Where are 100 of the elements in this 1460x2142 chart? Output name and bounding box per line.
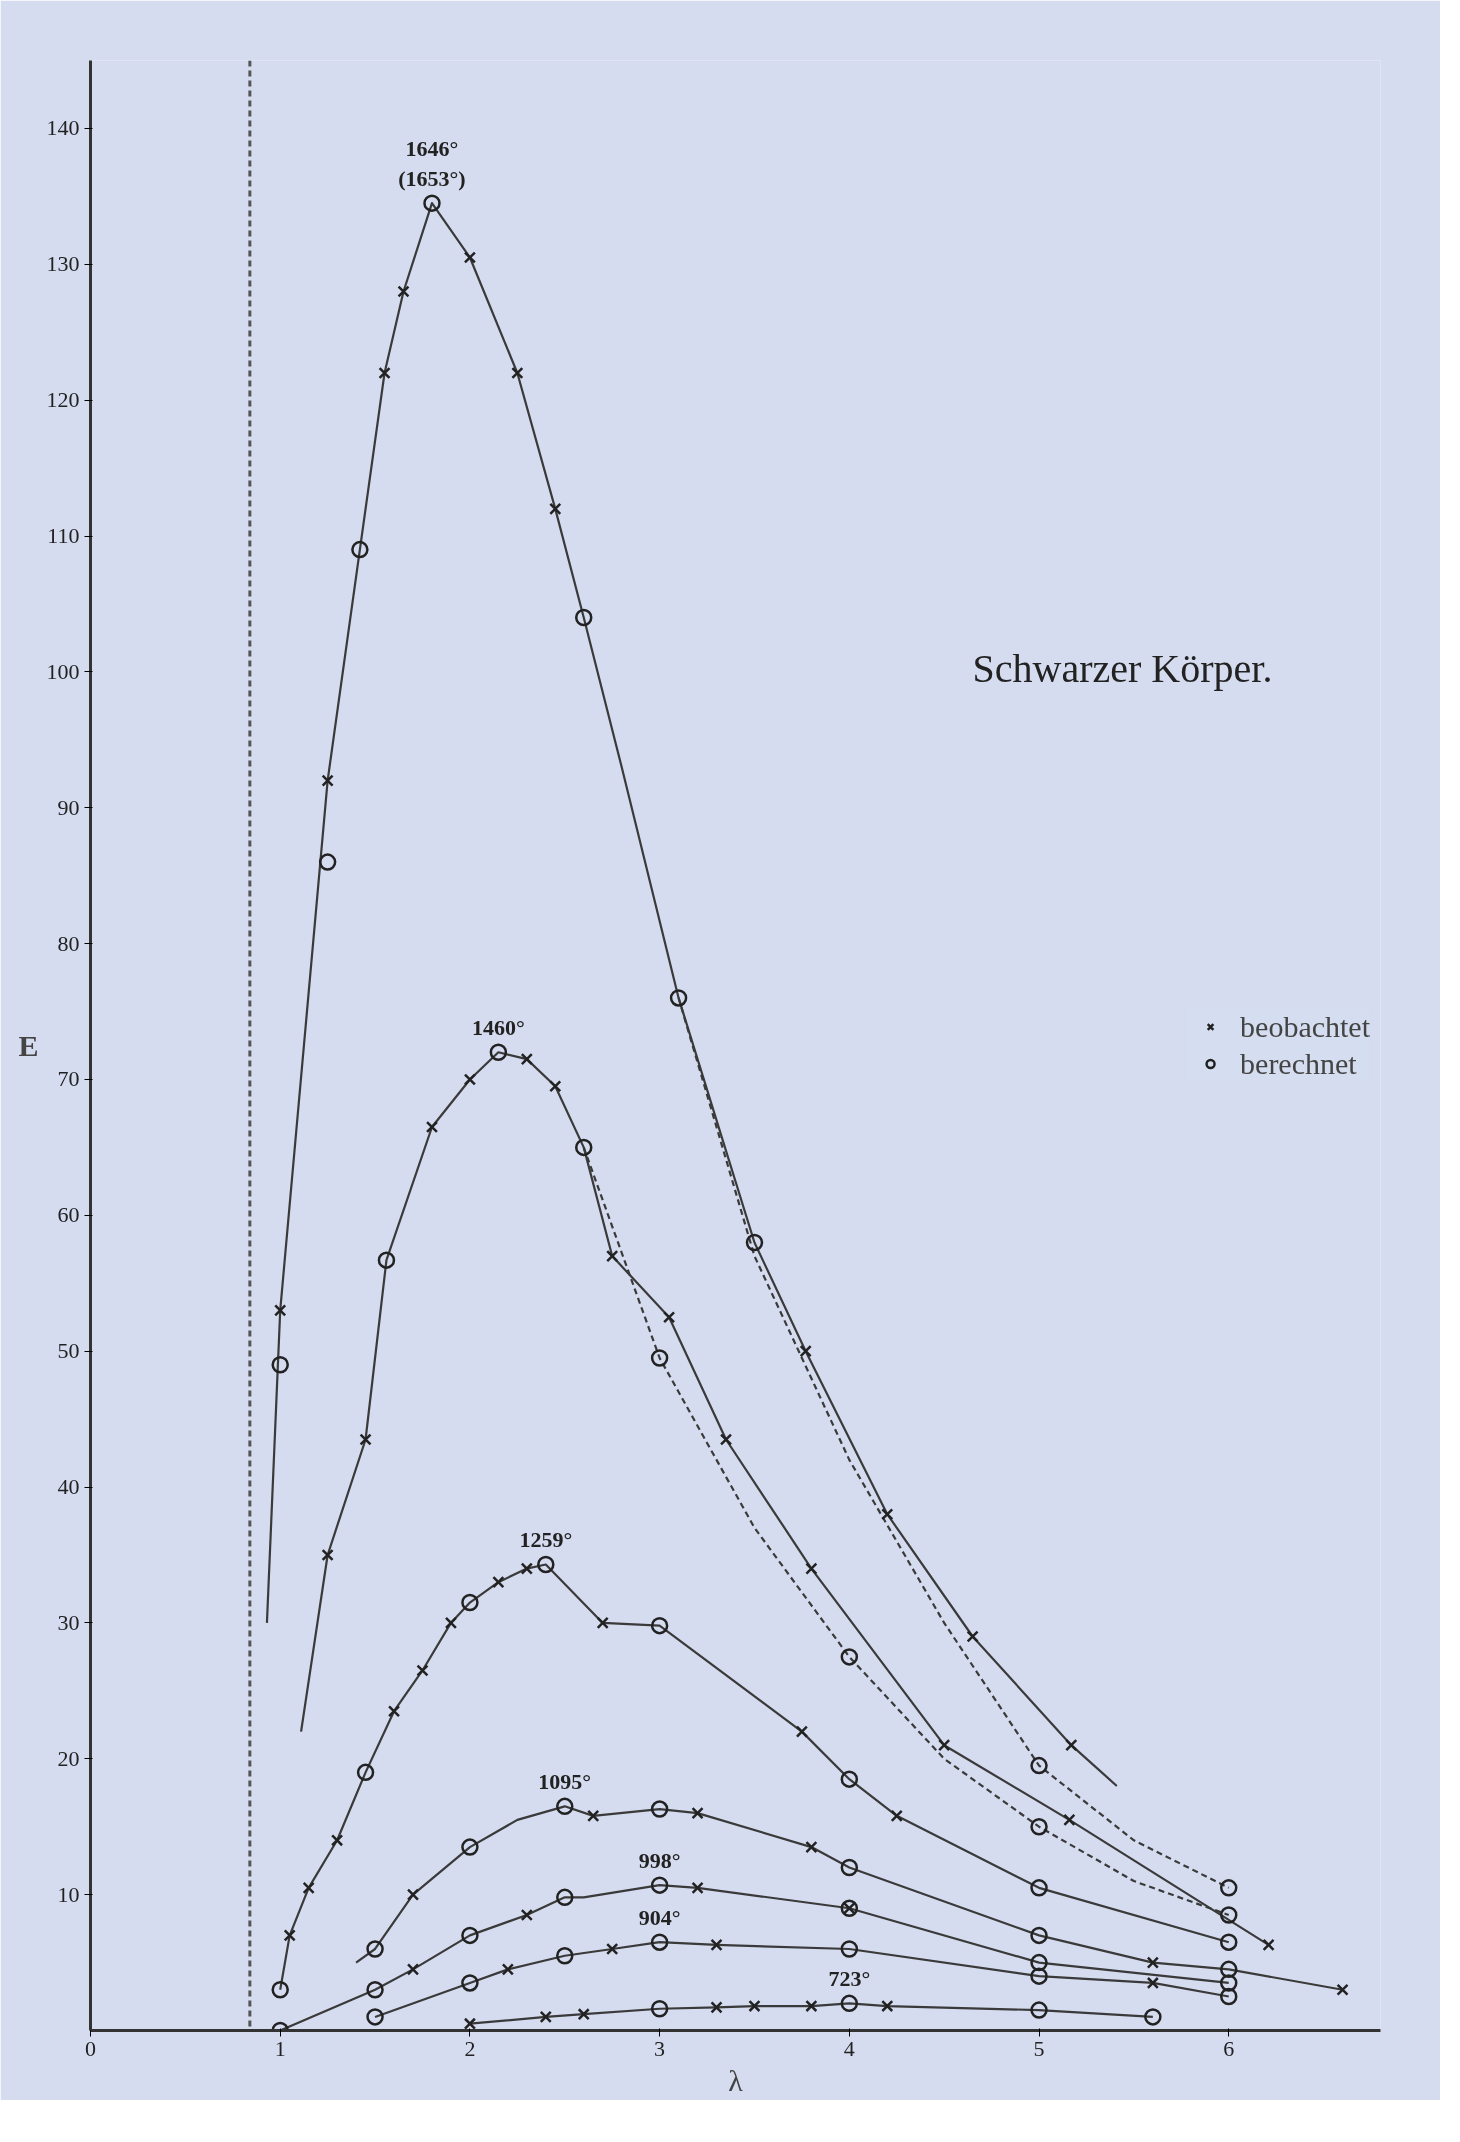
line-series [354, 1805, 1344, 1991]
point [463, 1073, 477, 1086]
point [840, 1770, 859, 1788]
point [463, 2017, 477, 2030]
point [1030, 1926, 1048, 1945]
point [840, 1994, 859, 2013]
point [406, 1963, 420, 1976]
point [461, 1974, 479, 1992]
point [1219, 1933, 1238, 1951]
point [461, 1593, 479, 1612]
point [397, 285, 410, 298]
point [966, 1630, 979, 1643]
point [463, 251, 477, 264]
legend-label: berechnet [1240, 1046, 1357, 1081]
point [937, 1738, 951, 1752]
point [416, 1664, 429, 1677]
point [890, 1809, 903, 1823]
point [574, 1138, 593, 1157]
point [805, 1840, 818, 1854]
point [691, 1806, 704, 1820]
point [549, 502, 562, 516]
y-tick-label: 20 [57, 1745, 80, 1771]
point [596, 1616, 609, 1630]
point [501, 1963, 515, 1976]
series-label: 1259° [519, 1527, 573, 1553]
point [366, 1940, 384, 1958]
point [351, 540, 369, 559]
point [377, 1251, 396, 1269]
point [1030, 1953, 1048, 1972]
y-tick-label: 80 [57, 930, 80, 956]
point [1144, 2008, 1162, 2026]
point [840, 1858, 859, 1877]
point [799, 1344, 812, 1358]
point [881, 1999, 894, 2013]
y-tick-label: 130 [46, 251, 80, 277]
point [795, 1725, 809, 1738]
point [330, 1834, 344, 1847]
series-label: 1095° [538, 1769, 592, 1795]
y-tick-label: 70 [57, 1066, 80, 1092]
point [425, 1120, 439, 1134]
point [283, 1929, 296, 1942]
x-tick-label: 5 [1033, 2035, 1045, 2061]
y-tick-label: 100 [46, 658, 80, 684]
series-label: 1460° [471, 1015, 525, 1041]
x-tick-label: 1 [274, 2035, 286, 2061]
point [1219, 1987, 1238, 2006]
point [520, 1908, 534, 1922]
legend-label: beobachtet [1240, 1009, 1370, 1044]
point [710, 2001, 723, 2014]
series-label: 904° [638, 1905, 681, 1931]
line-series [373, 1941, 1230, 2019]
point [461, 1838, 479, 1856]
series-label: 723° [828, 1966, 871, 1992]
x-axis-title: λ [728, 2063, 744, 2097]
point [577, 2008, 590, 2021]
point [549, 1080, 562, 1093]
point [423, 194, 441, 212]
point [1336, 1983, 1349, 1996]
point [587, 1809, 600, 1823]
y-tick-label: 10 [57, 1881, 80, 1907]
point [1146, 1956, 1160, 1969]
x-tick-label: 3 [654, 2035, 666, 2061]
point [274, 1304, 287, 1317]
point [537, 1555, 555, 1574]
point [366, 1981, 384, 1999]
point [805, 1999, 818, 2013]
point [1219, 1906, 1238, 1924]
point [302, 1881, 315, 1895]
point [1030, 2001, 1048, 2019]
point [318, 853, 337, 871]
point [662, 1311, 676, 1324]
point [356, 1763, 375, 1782]
y-tick-label: 110 [47, 523, 80, 549]
point [745, 1233, 764, 1252]
y-axis-title: E [18, 1029, 39, 1062]
point [366, 2008, 384, 2026]
point [650, 1876, 669, 1894]
point [881, 1508, 894, 1521]
point [387, 1705, 401, 1718]
point [650, 1616, 669, 1635]
point [444, 1616, 458, 1630]
point [359, 1433, 372, 1446]
point [605, 1942, 619, 1956]
point [321, 1548, 334, 1562]
point [650, 1800, 669, 1818]
point [650, 1933, 669, 1951]
point [520, 1052, 534, 1066]
point [650, 2000, 669, 2018]
point [321, 774, 334, 787]
point [271, 1356, 289, 1374]
point [461, 1926, 479, 1945]
point [691, 1881, 704, 1895]
y-tick-label: 140 [46, 115, 80, 141]
point [574, 608, 593, 627]
point [520, 1562, 534, 1575]
x-tick-label: 2 [464, 2035, 476, 2061]
point [710, 1938, 723, 1952]
point [1030, 1967, 1048, 1985]
y-tick-label: 60 [57, 1202, 80, 1228]
point [748, 1999, 761, 2013]
